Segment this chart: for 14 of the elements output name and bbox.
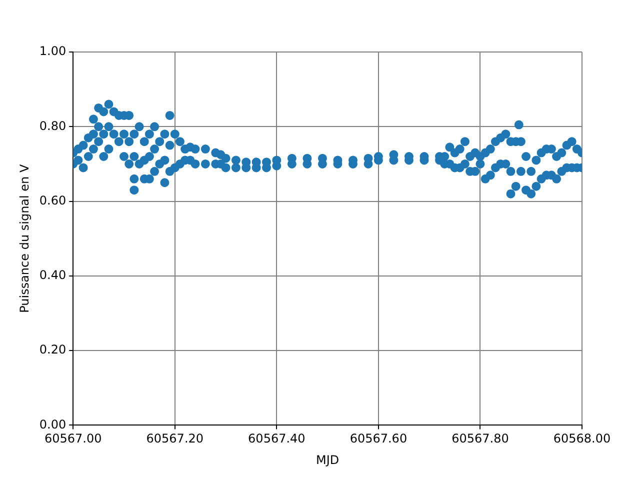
x-tick-label: 60567.20 [146, 432, 204, 446]
x-tick-label: 60567.40 [248, 432, 306, 446]
y-tick-label: 0.80 [39, 118, 66, 133]
x-axis-title: MJD [316, 452, 340, 467]
y-tick-label: 0.00 [39, 417, 66, 432]
x-tick-label: 60568.00 [553, 432, 611, 446]
x-tick-label: 60567.80 [452, 432, 509, 446]
y-axis-title: Puissance du signal en V [17, 164, 32, 313]
y-tick-label: 0.20 [39, 342, 66, 357]
y-tick-label: 0.60 [39, 193, 66, 208]
x-tick-label: 60567.00 [44, 432, 102, 446]
y-tick-label: 0.40 [39, 268, 66, 282]
x-tick-label: 60567.60 [350, 432, 408, 446]
y-tick-label: 1.00 [39, 44, 66, 58]
